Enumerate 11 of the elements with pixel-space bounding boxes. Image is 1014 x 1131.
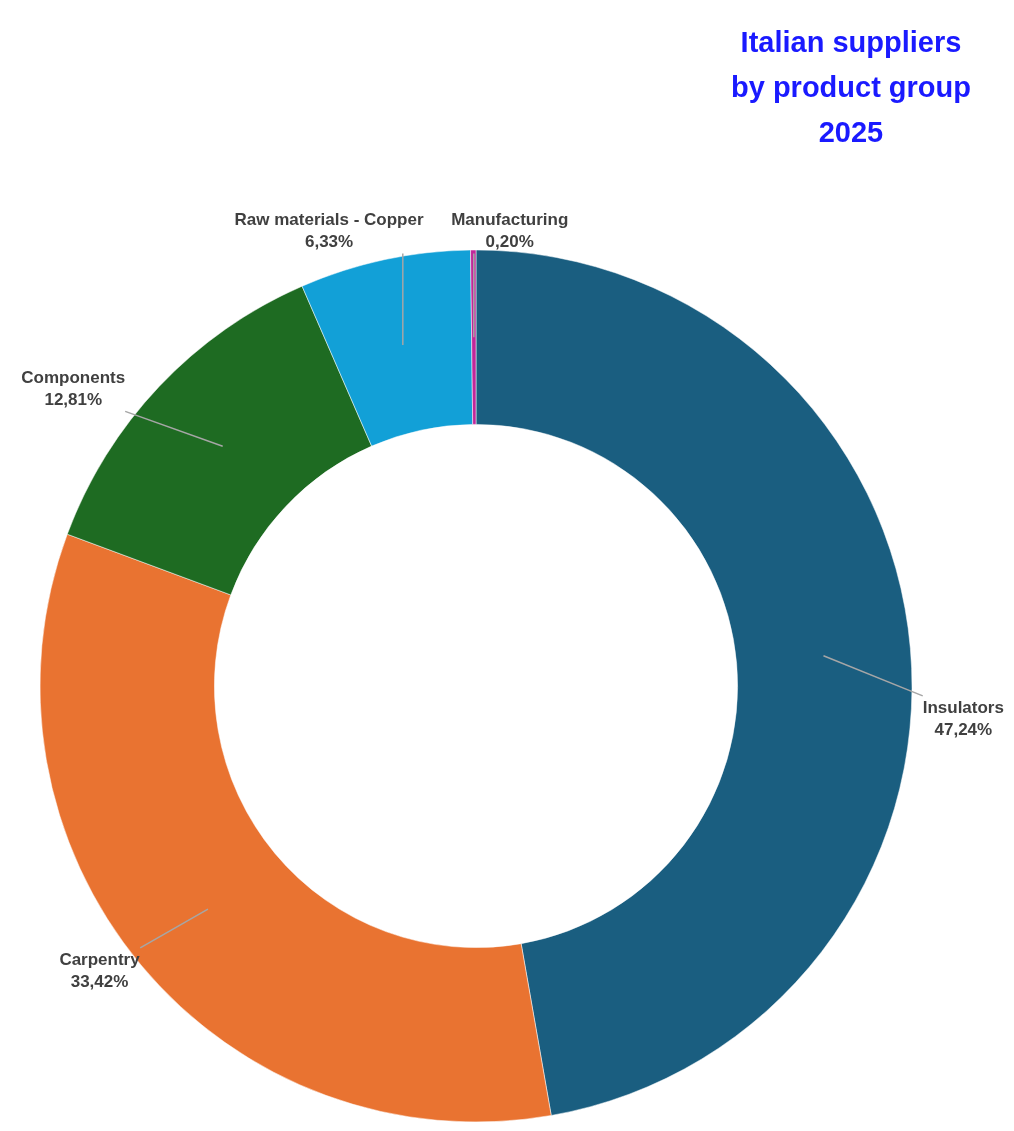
- chart-title: Italian suppliers by product group 2025: [730, 26, 972, 148]
- data-label: 6,33%: [304, 232, 354, 252]
- slice-label: Components: [21, 368, 126, 388]
- slice-label: Raw materials - Copper: [234, 210, 424, 230]
- data-label: 0,20%: [485, 232, 534, 252]
- slice-label: Carpentry: [59, 949, 141, 969]
- data-label: 33,42%: [70, 971, 129, 991]
- slice-label: Manufacturing: [451, 210, 569, 230]
- data-label: 12,81%: [44, 390, 103, 410]
- slice-label: Insulators: [922, 697, 1004, 717]
- data-label: 47,24%: [934, 719, 993, 739]
